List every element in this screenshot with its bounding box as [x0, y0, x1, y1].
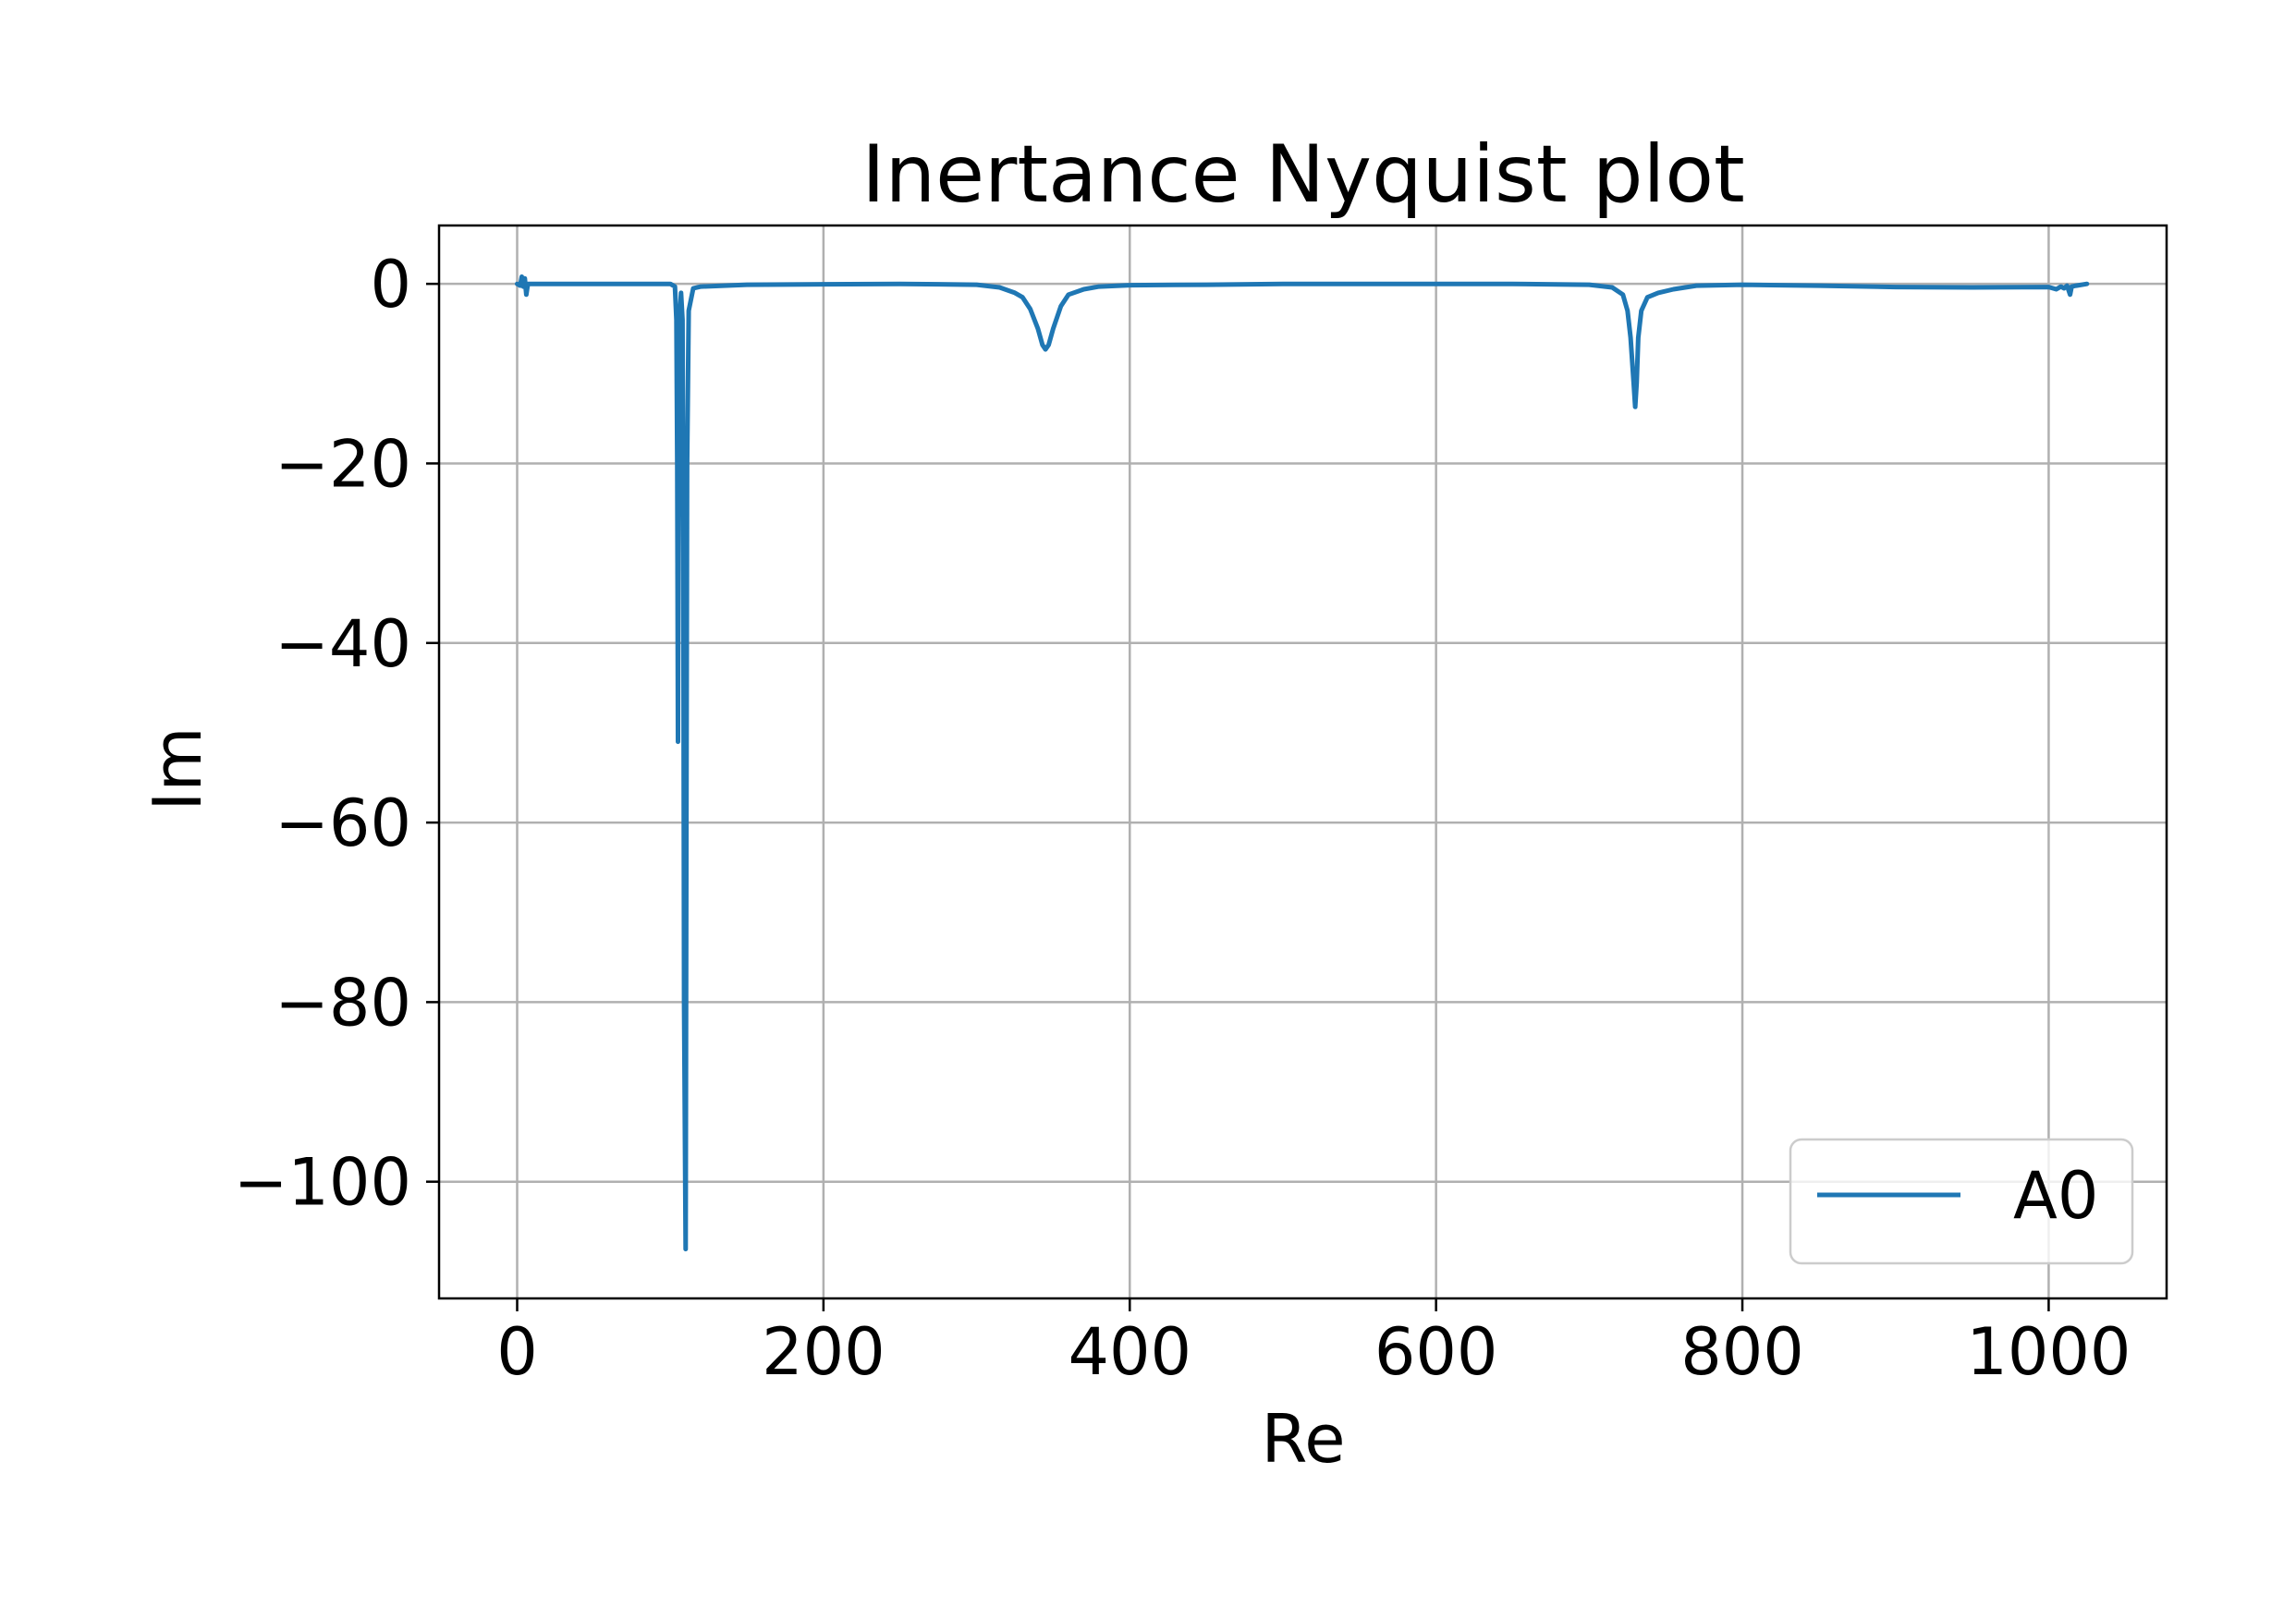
series-layer [515, 274, 2090, 1252]
x-tick-label: 1000 [1966, 1314, 2131, 1390]
x-tick-label: 200 [762, 1314, 885, 1390]
x-tick-label: 0 [496, 1314, 538, 1390]
y-axis-label: Im [139, 726, 216, 810]
y-tick-label: −20 [275, 426, 411, 502]
axis-ticks: 0 200 400 600 800 1000 0 −20 −40 −60 −80 −100 [234, 247, 2131, 1390]
y-tick-label: 0 [370, 247, 411, 323]
grid [439, 225, 2167, 1298]
y-tick-label: −80 [275, 965, 411, 1041]
legend-box [1789, 1138, 2134, 1265]
plot-frame [437, 224, 2168, 1300]
legend-label: A0 [2013, 1158, 2098, 1234]
legend: A0 [1789, 1138, 2134, 1265]
chart-title: Inertance Nyquist plot [861, 128, 1745, 221]
y-tick-label: −100 [234, 1145, 411, 1221]
y-tick-label: −40 [275, 606, 411, 682]
series-line-a0 [515, 274, 2090, 1252]
x-tick-label: 400 [1068, 1314, 1191, 1390]
x-tick-label: 600 [1374, 1314, 1498, 1390]
x-tick-label: 800 [1680, 1314, 1804, 1390]
x-axis-label: Re [1261, 1400, 1345, 1478]
y-tick-label: −60 [275, 786, 411, 861]
